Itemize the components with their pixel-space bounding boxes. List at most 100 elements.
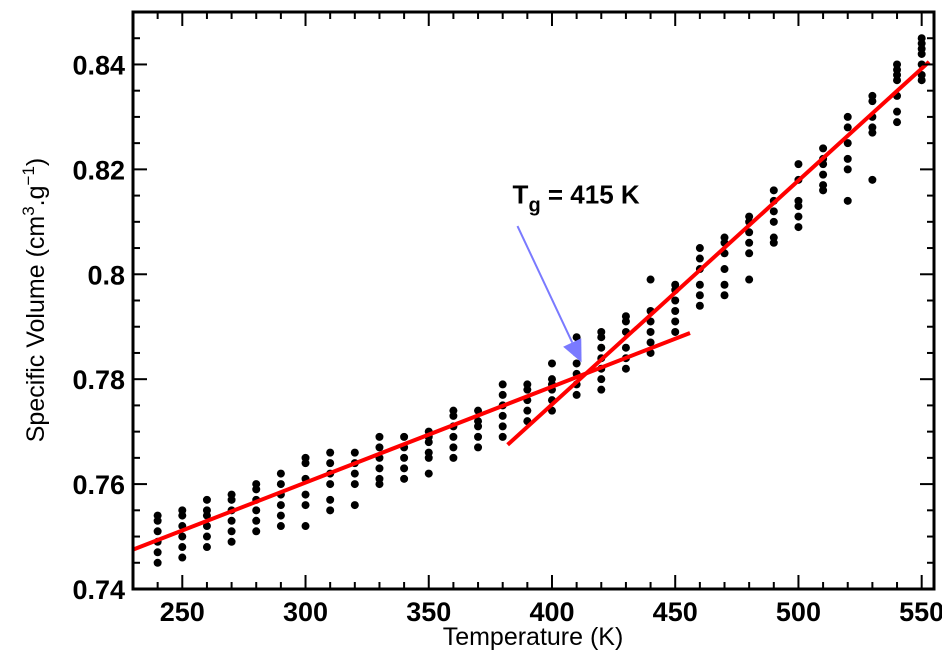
data-point-42 [326,506,335,515]
data-point-85 [498,390,507,399]
data-point-63 [400,432,409,441]
data-point-57 [375,443,384,452]
data-point-38 [301,490,310,499]
y-tick-labels: 0.74 0.76 0.78 0.8 0.82 0.84 [72,50,125,605]
data-point-177 [868,91,877,100]
data-point-127 [671,296,680,305]
data-point-138 [720,265,729,274]
data-point-124 [671,327,680,336]
data-point-142 [745,275,754,284]
data-point-11 [178,506,187,515]
x-tick-label-450: 450 [653,597,698,627]
data-point-70 [449,453,458,462]
data-point-143 [745,249,754,258]
data-point-123 [646,275,655,284]
data-point-174 [868,123,877,132]
data-point-35 [276,469,285,478]
data-point-55 [375,464,384,473]
data-point-165 [819,144,828,153]
data-point-16 [202,506,211,515]
data-point-137 [720,280,729,289]
data-point-25 [252,516,261,525]
data-point-96 [547,375,556,384]
data-point-112 [621,364,630,373]
data-point-3 [153,527,162,536]
data-point-106 [597,375,606,384]
tg-annotation-rest: = 415 K [541,179,640,209]
fit-line-2 [506,60,931,447]
data-point-12 [202,543,211,552]
data-point-5 [153,511,162,520]
data-point-191 [917,34,926,43]
data-point-81 [498,432,507,441]
data-point-98 [572,390,581,399]
data-point-48 [350,501,359,510]
data-point-129 [671,280,680,289]
data-point-184 [893,60,902,69]
tg-annotation-main: T [513,179,529,209]
data-point-126 [671,306,680,315]
y-axis-title-sup2: −1 [19,166,38,185]
data-point-82 [498,422,507,431]
y-axis-title-mid: .g [22,185,50,206]
tg-annotation-sub: g [528,194,540,216]
data-point-43 [326,495,335,504]
data-point-71 [449,443,458,452]
data-point-97 [547,359,556,368]
y-axis-title-sup1: 3 [19,206,38,215]
data-point-178 [893,118,902,127]
data-point-155 [794,212,803,221]
x-axis-title: Temperature (K) [443,623,624,651]
data-point-49 [350,480,359,489]
data-point-144 [745,238,754,247]
data-point-117 [621,312,630,321]
data-point-141 [720,233,729,242]
data-point-47 [326,448,335,457]
data-point-167 [843,165,852,174]
y-tick-label-0.84: 0.84 [72,50,125,80]
data-point-36 [301,522,310,531]
data-point-60 [400,464,409,473]
data-point-147 [745,212,754,221]
data-point-149 [769,233,778,242]
data-point-24 [252,527,261,536]
x-tick-labels: 250 300 350 400 450 500 550 [160,597,942,627]
annotation-arrow-head [563,338,582,363]
y-tick-label-0.8: 0.8 [87,260,125,290]
fit-line-1 [132,331,691,552]
data-point-17 [202,495,211,504]
data-point-179 [893,107,902,116]
data-point-172 [868,175,877,184]
data-point-18 [227,537,236,546]
data-point-77 [474,432,483,441]
data-point-59 [400,474,409,483]
y-tick-label-0.74: 0.74 [72,575,125,605]
data-point-58 [375,432,384,441]
y-tick-label-0.78: 0.78 [72,365,125,395]
data-point-131 [695,291,704,300]
data-point-169 [843,139,852,148]
data-point-104 [572,333,581,342]
data-point-105 [597,385,606,394]
data-point-26 [252,506,261,515]
tg-annotation: Tg = 415 K [513,179,640,216]
data-point-150 [769,217,778,226]
data-points [153,34,926,567]
data-point-31 [276,511,285,520]
data-point-54 [375,474,384,483]
data-point-41 [301,453,310,462]
data-point-14 [202,522,211,531]
y-tick-label-0.76: 0.76 [72,470,125,500]
data-point-7 [178,543,187,552]
data-point-23 [227,490,236,499]
data-point-66 [424,448,433,457]
data-point-119 [646,338,655,347]
data-point-6 [178,553,187,562]
data-point-0 [153,558,162,567]
data-point-135 [695,244,704,253]
data-point-1 [153,548,162,557]
data-point-75 [449,406,458,415]
x-tick-label-250: 250 [160,597,205,627]
data-point-166 [843,196,852,205]
